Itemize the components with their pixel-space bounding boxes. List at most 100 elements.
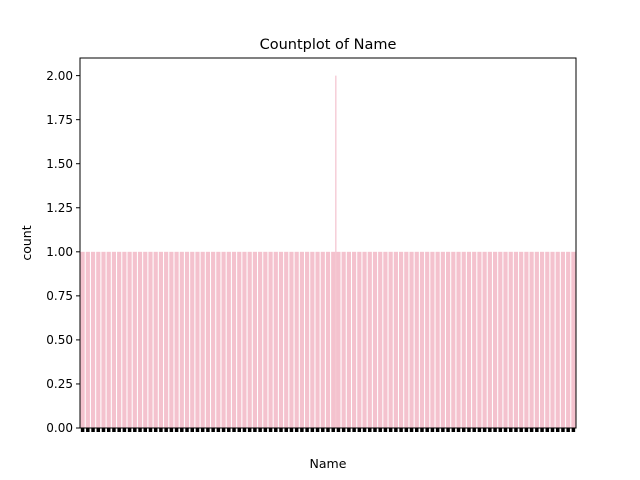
y-tick-label: 0.25 [46, 377, 73, 391]
bar [404, 251, 409, 428]
bar [430, 251, 435, 428]
bar [367, 251, 372, 428]
bar [378, 251, 383, 428]
bar [268, 251, 273, 428]
bar [143, 251, 148, 428]
bar [529, 251, 534, 428]
bar [263, 251, 268, 428]
y-axis: 0.00 0.25 0.50 0.75 1.00 1.25 1.50 1.75 2.00 [46, 69, 80, 435]
bar [111, 251, 117, 428]
bar [231, 251, 237, 428]
bar [179, 251, 184, 428]
bar [492, 251, 498, 428]
bar [158, 251, 164, 428]
bar [273, 251, 278, 428]
bar [252, 251, 257, 428]
x-axis-label: Name [310, 456, 347, 471]
bar [320, 251, 325, 428]
bar [148, 251, 153, 428]
bar [566, 251, 571, 428]
bar [477, 251, 482, 428]
bar [560, 251, 566, 428]
bar [315, 251, 320, 428]
bar [299, 251, 304, 428]
y-tick-label: 1.00 [46, 245, 73, 259]
x-axis [80, 428, 576, 432]
bar [278, 251, 284, 428]
bar [106, 251, 111, 428]
y-tick-label: 0.50 [46, 333, 73, 347]
bar [242, 251, 247, 428]
bar [440, 251, 445, 428]
bar [508, 251, 513, 428]
bar [211, 251, 216, 428]
bar [132, 251, 137, 428]
bar-thin [335, 75, 337, 429]
bar [137, 251, 143, 428]
bar [472, 251, 477, 428]
bar [545, 251, 550, 428]
plot-frame [79, 57, 577, 429]
bar [331, 251, 336, 428]
bar [153, 251, 158, 428]
bar [539, 251, 545, 428]
bar [466, 251, 472, 428]
bar [357, 251, 362, 428]
bar [513, 251, 519, 428]
bar [310, 251, 315, 428]
bar [482, 251, 487, 428]
bar [346, 251, 351, 428]
bar [372, 251, 378, 428]
y-tick-label: 0.00 [46, 421, 73, 435]
y-tick-label: 0.75 [46, 289, 73, 303]
bar [289, 251, 294, 428]
bar [550, 251, 555, 428]
bar [96, 251, 101, 428]
bar [399, 251, 404, 428]
bar [205, 251, 211, 428]
bar [498, 251, 503, 428]
bar [117, 251, 122, 428]
bar [524, 251, 529, 428]
bar [122, 251, 127, 428]
bar [393, 251, 398, 428]
bar [555, 251, 560, 428]
bar [284, 251, 289, 428]
bar [258, 251, 263, 428]
bar [503, 251, 508, 428]
bar [247, 251, 252, 428]
bar [164, 251, 169, 428]
y-axis-label: count [19, 225, 34, 260]
bar [200, 251, 205, 428]
bar [101, 251, 106, 428]
bar [305, 251, 310, 428]
bar [221, 251, 226, 428]
bar [461, 251, 466, 428]
chart-title: Countplot of Name [260, 37, 397, 53]
bar [80, 251, 85, 428]
bar [352, 251, 357, 428]
y-tick-label: 1.50 [46, 157, 73, 171]
bar [237, 251, 242, 428]
y-tick-label: 1.25 [46, 201, 73, 215]
bar [127, 251, 132, 428]
bar [409, 251, 414, 428]
bar [519, 251, 524, 428]
bar [174, 251, 179, 428]
bar [425, 251, 430, 428]
bar [341, 251, 346, 428]
bar [85, 251, 90, 428]
bar [216, 251, 221, 428]
bar [487, 251, 492, 428]
bar [184, 251, 190, 428]
bar [195, 251, 200, 428]
bar [435, 251, 440, 428]
bar [90, 251, 96, 428]
bar [325, 251, 331, 428]
y-tick-label: 1.75 [46, 113, 73, 127]
bar [190, 251, 195, 428]
bar [294, 251, 299, 428]
bar [414, 251, 419, 428]
bar [336, 251, 341, 428]
